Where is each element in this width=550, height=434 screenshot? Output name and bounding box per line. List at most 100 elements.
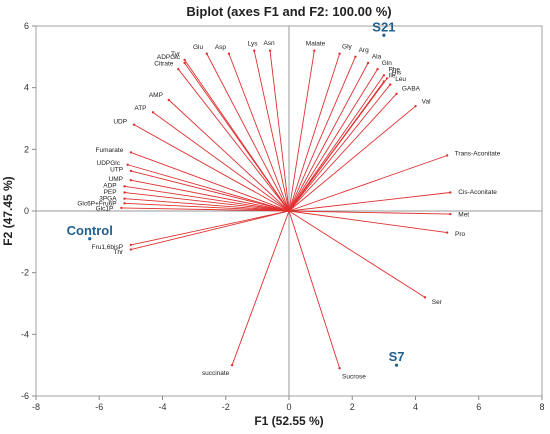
variable-label: Sucrose bbox=[342, 373, 366, 380]
variable-vector-tip bbox=[389, 83, 392, 86]
x-tick-label: -2 bbox=[222, 402, 230, 412]
variable-vector bbox=[130, 170, 290, 212]
variable-label: Tyr bbox=[171, 51, 181, 58]
variable-label: Gln bbox=[382, 60, 393, 67]
x-tick-label: -4 bbox=[158, 402, 166, 412]
variable-vector-tip bbox=[395, 92, 398, 96]
y-tick-label: -6 bbox=[21, 391, 29, 401]
variable-vector-tip bbox=[382, 80, 386, 83]
variable-vector bbox=[288, 50, 315, 212]
variable-vector bbox=[288, 56, 356, 212]
variable-label: His bbox=[392, 69, 402, 76]
variable-label: GABA bbox=[402, 85, 421, 92]
variable-vector-tip bbox=[120, 206, 123, 210]
variable-vector-tip bbox=[366, 61, 370, 65]
y-tick-label: -4 bbox=[21, 329, 29, 339]
variable-vector-tip bbox=[268, 49, 272, 52]
variable-label: Asp bbox=[215, 44, 227, 51]
variable-label: Ile bbox=[389, 73, 396, 80]
variable-vector-tip bbox=[423, 296, 427, 299]
variable-vector-tip bbox=[205, 52, 208, 55]
variable-label: AMP bbox=[149, 92, 163, 99]
variable-vector-tip bbox=[230, 363, 234, 367]
variable-label: PEP bbox=[104, 189, 117, 196]
variable-label: Malate bbox=[306, 40, 326, 47]
variable-vector bbox=[124, 185, 290, 212]
variable-vector-tip bbox=[167, 98, 171, 102]
variable-vector-tip bbox=[123, 202, 126, 205]
variable-vector-tip bbox=[129, 248, 133, 251]
observation-point bbox=[394, 363, 399, 367]
variable-vector bbox=[288, 84, 391, 212]
variable-vector-tip bbox=[123, 185, 126, 188]
variable-vector bbox=[288, 210, 448, 234]
observation-point bbox=[382, 33, 386, 37]
variable-label: Cis-Aconitate bbox=[458, 189, 497, 196]
variable-vector-tip bbox=[313, 49, 316, 52]
variable-label: Trans-Aconitate bbox=[455, 150, 501, 157]
variable-vector bbox=[124, 198, 290, 212]
variable-vector-tip bbox=[129, 151, 133, 154]
variable-vector-tip bbox=[449, 212, 452, 216]
variable-label: Lys bbox=[248, 40, 259, 47]
variable-vector-tip bbox=[129, 243, 133, 247]
variable-label: Gly bbox=[342, 44, 353, 51]
variable-vector bbox=[130, 210, 290, 246]
variable-vector bbox=[168, 99, 290, 212]
variable-label: Met bbox=[458, 212, 469, 219]
x-tick-label: 6 bbox=[476, 402, 481, 412]
variable-vector bbox=[130, 210, 290, 250]
x-axis-ticks: -8 -6 -4 -2 0 2 4 6 8 bbox=[32, 396, 545, 412]
variable-vector-tip bbox=[129, 178, 133, 182]
variable-vector-tip bbox=[445, 231, 449, 234]
variable-vector-tip bbox=[354, 55, 357, 59]
variable-vector bbox=[288, 210, 341, 369]
variable-vector-tip bbox=[227, 52, 231, 55]
variable-vector bbox=[177, 68, 290, 212]
variable-vector bbox=[288, 68, 378, 212]
variable-vector bbox=[127, 164, 290, 212]
observation-label: S7 bbox=[389, 349, 405, 364]
variable-label: Pro bbox=[455, 231, 466, 238]
variable-label: Thr bbox=[113, 249, 124, 256]
variable-vector bbox=[124, 192, 290, 212]
y-tick-label: 2 bbox=[24, 144, 29, 154]
variable-vector bbox=[288, 192, 451, 212]
variable-vector-tip bbox=[183, 61, 186, 65]
variable-label: Glc1P bbox=[96, 205, 114, 212]
variable-vector bbox=[130, 179, 290, 212]
x-tick-label: -6 bbox=[95, 402, 103, 412]
y-tick-label: 0 bbox=[24, 206, 29, 216]
variable-label: succinate bbox=[202, 370, 230, 377]
x-tick-label: 4 bbox=[413, 402, 418, 412]
variable-label: Asn bbox=[263, 40, 275, 47]
variable-label: Fru1,6bisP bbox=[92, 244, 123, 251]
observation-label: Control bbox=[67, 223, 113, 238]
x-tick-label: 2 bbox=[350, 402, 355, 412]
variable-vector bbox=[269, 50, 290, 212]
observations: S21 Control S7 bbox=[67, 19, 405, 367]
variable-vector bbox=[288, 62, 369, 212]
variable-vectors bbox=[120, 49, 452, 370]
variable-vector-tip bbox=[382, 74, 386, 77]
observation-point bbox=[88, 237, 92, 241]
variable-vector-tip bbox=[151, 111, 155, 114]
x-tick-label: -8 bbox=[32, 402, 40, 412]
variable-label: ADPGlc bbox=[157, 54, 181, 61]
variable-vector-tip bbox=[449, 191, 452, 194]
variable-vector bbox=[288, 75, 385, 212]
variable-vector bbox=[288, 53, 341, 212]
variable-vector bbox=[130, 151, 290, 212]
variable-vector-tip bbox=[445, 154, 449, 157]
variable-label: Val bbox=[422, 99, 431, 106]
variable-vector bbox=[184, 62, 290, 212]
variable-label: UTP bbox=[110, 166, 123, 173]
y-axis-title: F2 (47.45 %) bbox=[1, 176, 15, 245]
variable-vector-tip bbox=[123, 191, 126, 194]
variable-vector bbox=[288, 105, 416, 212]
variable-vector-tip bbox=[177, 67, 180, 71]
variable-label: Leu bbox=[395, 76, 406, 83]
variable-label: Glu bbox=[193, 44, 204, 51]
